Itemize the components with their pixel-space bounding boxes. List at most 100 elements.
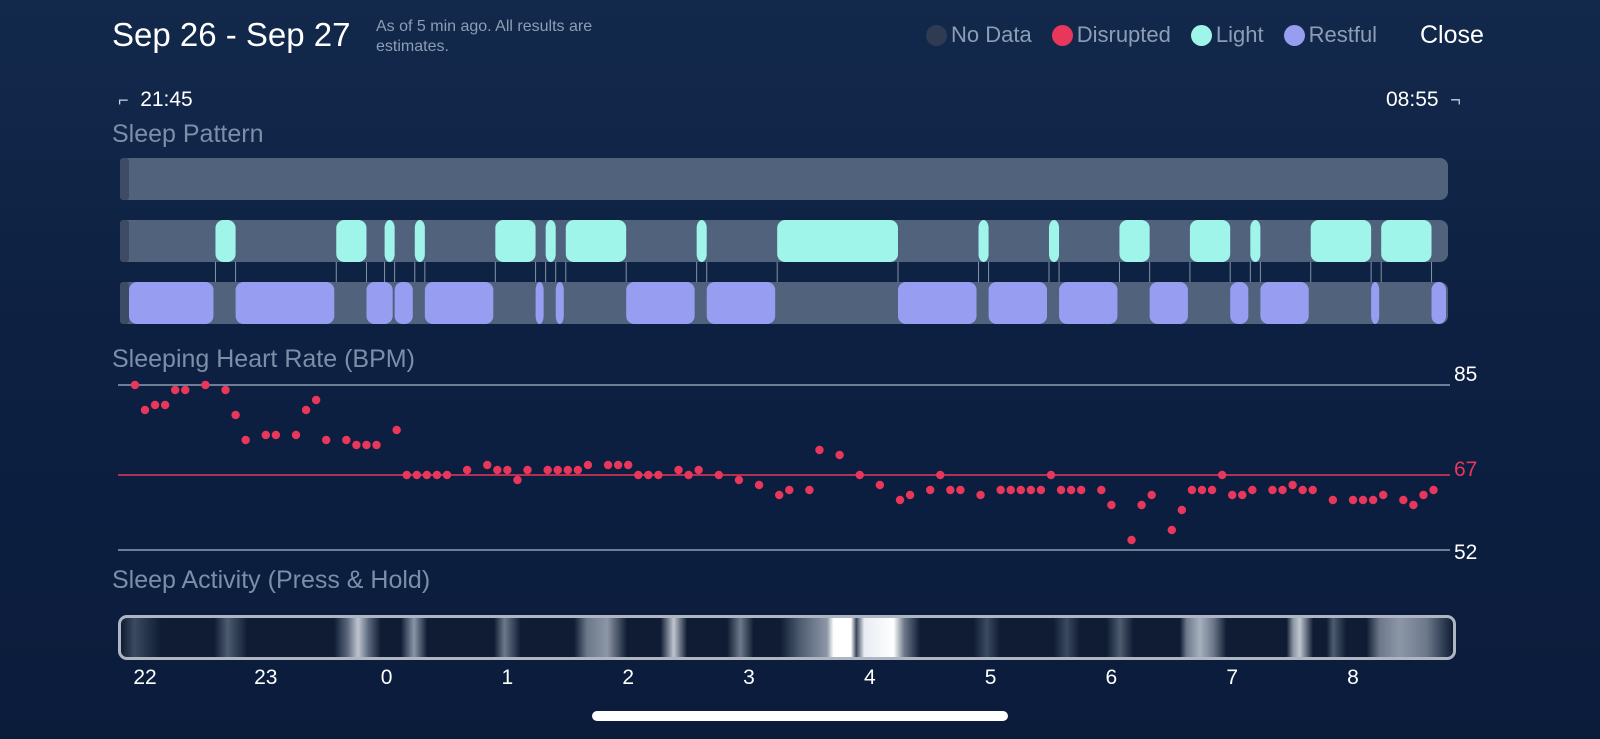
close-button[interactable]: Close bbox=[1420, 21, 1484, 49]
light-segment bbox=[696, 220, 707, 262]
restful-segment bbox=[626, 282, 695, 324]
hr-point bbox=[1066, 485, 1076, 495]
light-segment bbox=[545, 220, 556, 262]
hour-tick: 6 bbox=[1105, 666, 1118, 689]
hr-point bbox=[422, 470, 432, 480]
hr-point bbox=[956, 485, 965, 495]
hr-point bbox=[805, 485, 814, 495]
light-segment bbox=[978, 220, 989, 262]
heart-rate-title: Sleeping Heart Rate (BPM) bbox=[112, 345, 415, 373]
restful-segment bbox=[555, 282, 564, 324]
hr-point bbox=[714, 470, 723, 480]
hr-point bbox=[301, 405, 311, 415]
hr-point bbox=[503, 465, 512, 475]
light-dot-icon bbox=[1190, 24, 1212, 46]
hr-point bbox=[855, 470, 864, 480]
hour-tick: 8 bbox=[1347, 666, 1359, 689]
hr-point bbox=[785, 485, 794, 495]
hr-point bbox=[1217, 470, 1227, 480]
hr-point bbox=[875, 480, 885, 490]
light-segment bbox=[414, 220, 425, 262]
hr-point bbox=[513, 475, 522, 485]
hour-tick: 22 bbox=[133, 666, 157, 689]
restful-segment bbox=[424, 282, 494, 324]
hr-point bbox=[261, 430, 270, 440]
legend-item-disrupted: Disrupted bbox=[1051, 22, 1171, 48]
hour-tick: 0 bbox=[380, 666, 393, 689]
legend-label: Disrupted bbox=[1076, 22, 1171, 47]
hr-point bbox=[734, 475, 744, 485]
sleep-chart[interactable] bbox=[0, 0, 1600, 610]
hour-tick: 4 bbox=[863, 666, 876, 689]
hr-point bbox=[1429, 485, 1438, 495]
light-segment bbox=[565, 220, 627, 262]
hour-tick: 3 bbox=[743, 666, 755, 689]
hr-point bbox=[140, 405, 150, 415]
hr-point bbox=[1379, 490, 1388, 500]
hr-point bbox=[996, 485, 1005, 495]
sleep-activity-bar[interactable] bbox=[118, 615, 1456, 660]
start-time: ⌐ 21:45 bbox=[118, 88, 193, 112]
hr-point bbox=[976, 490, 985, 500]
restful-dot-icon bbox=[1283, 24, 1305, 46]
hr-point bbox=[1036, 485, 1046, 495]
hr-point bbox=[1298, 485, 1307, 495]
hr-point bbox=[1228, 490, 1237, 500]
hr-point bbox=[231, 410, 240, 420]
disrupted-track-cap bbox=[120, 158, 129, 200]
hr-point bbox=[905, 490, 915, 500]
restful-segment bbox=[1260, 282, 1309, 324]
legend-label: Light bbox=[1215, 22, 1264, 47]
hr-point bbox=[201, 380, 210, 390]
hr-point bbox=[684, 470, 693, 480]
hr-point bbox=[1147, 490, 1156, 500]
hr-point bbox=[311, 395, 321, 405]
legend-label: Restful bbox=[1308, 22, 1378, 47]
hr-point bbox=[171, 385, 180, 395]
hr-point bbox=[674, 465, 683, 475]
hr-point bbox=[352, 440, 361, 450]
light-segment bbox=[1048, 220, 1060, 262]
hr-point bbox=[1358, 495, 1368, 505]
hr-point bbox=[754, 480, 764, 490]
hr-point bbox=[150, 400, 160, 410]
end-time: 08:55 ¬ bbox=[1386, 88, 1461, 112]
light-segment bbox=[495, 220, 536, 262]
disrupted-dot-icon bbox=[1051, 24, 1073, 46]
hr-point bbox=[563, 465, 572, 475]
restful-segment bbox=[366, 282, 393, 324]
restful-segment bbox=[235, 282, 335, 324]
hr-point bbox=[322, 435, 331, 445]
hr-point bbox=[241, 435, 250, 445]
restful-segment bbox=[1059, 282, 1118, 324]
hr-point bbox=[442, 470, 452, 480]
restful-segment bbox=[897, 282, 977, 324]
legend-item-light: Light bbox=[1190, 22, 1264, 48]
hr-max-label: 85 bbox=[1454, 363, 1478, 386]
estimate-note: As of 5 min ago. All results are estimat… bbox=[376, 18, 593, 55]
light-segment bbox=[336, 220, 367, 262]
hr-point bbox=[1409, 500, 1418, 510]
sleep-activity-title: Sleep Activity (Press & Hold) bbox=[112, 566, 431, 594]
hr-point bbox=[644, 470, 653, 480]
hr-point bbox=[1187, 485, 1197, 495]
light-segment bbox=[215, 220, 236, 262]
hr-point bbox=[895, 495, 905, 505]
hr-point bbox=[1399, 495, 1408, 505]
hr-point bbox=[926, 485, 935, 495]
hour-tick: 2 bbox=[622, 666, 635, 689]
hr-point bbox=[483, 460, 492, 470]
hr-min-label: 52 bbox=[1454, 541, 1478, 564]
light-segment bbox=[1189, 220, 1231, 262]
hr-point bbox=[432, 470, 442, 480]
hr-point bbox=[1419, 490, 1428, 500]
light-track-cap bbox=[120, 220, 129, 262]
hr-point bbox=[493, 465, 502, 475]
sleep-pattern-title: Sleep Pattern bbox=[112, 120, 264, 148]
disrupted-track bbox=[120, 158, 1448, 200]
restful-segment bbox=[988, 282, 1047, 324]
hr-point bbox=[1006, 485, 1015, 495]
hr-point bbox=[1288, 480, 1297, 490]
hr-point bbox=[372, 440, 381, 450]
home-indicator[interactable] bbox=[592, 711, 1008, 721]
